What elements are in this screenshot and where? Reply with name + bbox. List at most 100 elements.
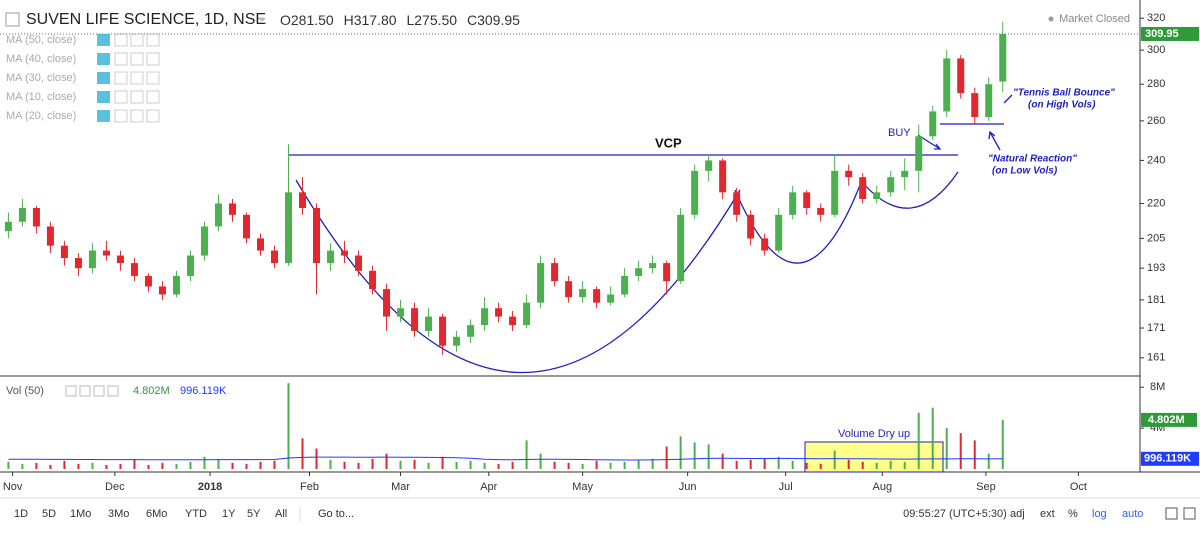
- candle-body: [733, 192, 741, 215]
- volume-bar: [315, 448, 318, 469]
- settings-icon[interactable]: [114, 52, 128, 66]
- y-tick-label: 8M: [1150, 381, 1165, 393]
- y-tick-label: 181: [1147, 294, 1165, 306]
- pattern-label: VCP: [655, 135, 682, 150]
- settings-icon[interactable]: [146, 52, 160, 66]
- volume-bar: [413, 459, 416, 469]
- volume-bar: [875, 462, 878, 469]
- volume-bar: [735, 460, 738, 469]
- icon[interactable]: [107, 385, 119, 397]
- y-tick-label: 320: [1147, 12, 1165, 24]
- settings-icon[interactable]: [146, 71, 160, 85]
- symbol-icon[interactable]: [5, 12, 20, 27]
- range-button[interactable]: 1Mo: [70, 508, 91, 520]
- settings-icon[interactable]: [146, 90, 160, 104]
- volume-bar: [189, 461, 192, 469]
- volume-bar: [721, 453, 724, 469]
- candle-body: [158, 286, 166, 295]
- volume-bar: [973, 440, 976, 469]
- indicator-name[interactable]: MA (10, close): [6, 91, 76, 103]
- icon[interactable]: [93, 385, 105, 397]
- visibility-icon[interactable]: [97, 72, 110, 84]
- settings-icon[interactable]: [130, 90, 144, 104]
- indicator-list: MA (50, close) MA (40, close) MA (30, clos…: [6, 33, 160, 123]
- candle-body: [355, 255, 363, 271]
- range-button[interactable]: 6Mo: [146, 508, 167, 520]
- volume-bar: [665, 446, 668, 469]
- volume-bar: [287, 383, 290, 469]
- indicator-name[interactable]: MA (30, close): [6, 72, 76, 84]
- volume-bar: [343, 461, 346, 469]
- settings-icon[interactable]: [130, 109, 144, 123]
- candle-body: [943, 58, 951, 112]
- option-button[interactable]: %: [1068, 508, 1078, 520]
- volume-bar: [329, 459, 332, 469]
- settings-icon[interactable]: [114, 71, 128, 85]
- candle-body: [915, 136, 923, 171]
- range-button[interactable]: 1Y: [222, 508, 236, 520]
- settings-icon[interactable]: [130, 52, 144, 66]
- volume-ma-tag: [1141, 451, 1199, 466]
- visibility-icon[interactable]: [97, 91, 110, 103]
- option-button[interactable]: adj: [1010, 508, 1025, 520]
- candle-body: [242, 214, 250, 239]
- range-button[interactable]: YTD: [185, 508, 207, 520]
- indicator-name[interactable]: MA (50, close): [6, 34, 76, 46]
- candle-body: [186, 255, 194, 276]
- option-button[interactable]: ext: [1040, 508, 1055, 520]
- indicator-name[interactable]: MA (40, close): [6, 53, 76, 65]
- candle-body: [789, 192, 797, 215]
- range-button[interactable]: 5Y: [247, 508, 261, 520]
- dropdown[interactable]: [258, 18, 266, 22]
- settings-icon[interactable]: [130, 71, 144, 85]
- settings-icon[interactable]: [146, 109, 160, 123]
- volume-bar: [455, 461, 458, 469]
- volume-bar: [637, 459, 640, 469]
- volume-bar: [567, 462, 570, 469]
- icon[interactable]: [79, 385, 91, 397]
- visibility-icon[interactable]: [97, 34, 110, 46]
- candle-body: [299, 192, 307, 208]
- settings-icon[interactable]: [130, 33, 144, 47]
- settings-icon[interactable]: [114, 90, 128, 104]
- x-tick-label: May: [572, 481, 593, 493]
- option-button[interactable]: log: [1092, 508, 1107, 520]
- option-button[interactable]: auto: [1122, 508, 1143, 520]
- volume-bar: [441, 456, 444, 469]
- settings-icon[interactable]: [114, 109, 128, 123]
- candle-body: [116, 255, 124, 264]
- candle-body: [649, 263, 657, 269]
- range-button[interactable]: 3Mo: [108, 508, 129, 520]
- candle-body: [957, 58, 965, 94]
- reaction-label: (on Low Vols): [992, 166, 1058, 177]
- volume-bar: [707, 444, 710, 469]
- fullscreen-button[interactable]: [1183, 507, 1196, 520]
- volume-bar: [553, 461, 556, 469]
- volume-bar: [399, 460, 402, 469]
- volume-bar: [805, 462, 808, 469]
- symbol[interactable]: SUVEN LIFE SCIENCE, 1D, NSE: [26, 11, 266, 28]
- volume-bar: [175, 463, 178, 469]
- range-button[interactable]: All: [275, 508, 287, 520]
- y-tick-label: 280: [1147, 78, 1165, 90]
- candle-body: [607, 294, 615, 303]
- volume-bar: [903, 461, 906, 469]
- candle-body: [60, 245, 68, 259]
- indicator-name[interactable]: MA (20, close): [6, 110, 76, 122]
- candle-body: [859, 177, 867, 199]
- volume-bar: [497, 463, 500, 469]
- settings-button[interactable]: [1165, 507, 1178, 520]
- visibility-icon[interactable]: [97, 53, 110, 65]
- volume-bar: [133, 459, 136, 469]
- volume-bar: [301, 438, 304, 469]
- volume-bar: [763, 458, 766, 469]
- visibility-icon[interactable]: [97, 110, 110, 122]
- candle-body: [999, 33, 1007, 82]
- candle-body: [691, 170, 699, 215]
- goto-button[interactable]: Go to...: [318, 508, 354, 520]
- range-button[interactable]: 5D: [42, 508, 56, 520]
- range-button[interactable]: 1D: [14, 508, 28, 520]
- icon[interactable]: [65, 385, 77, 397]
- volume-bar: [147, 464, 150, 469]
